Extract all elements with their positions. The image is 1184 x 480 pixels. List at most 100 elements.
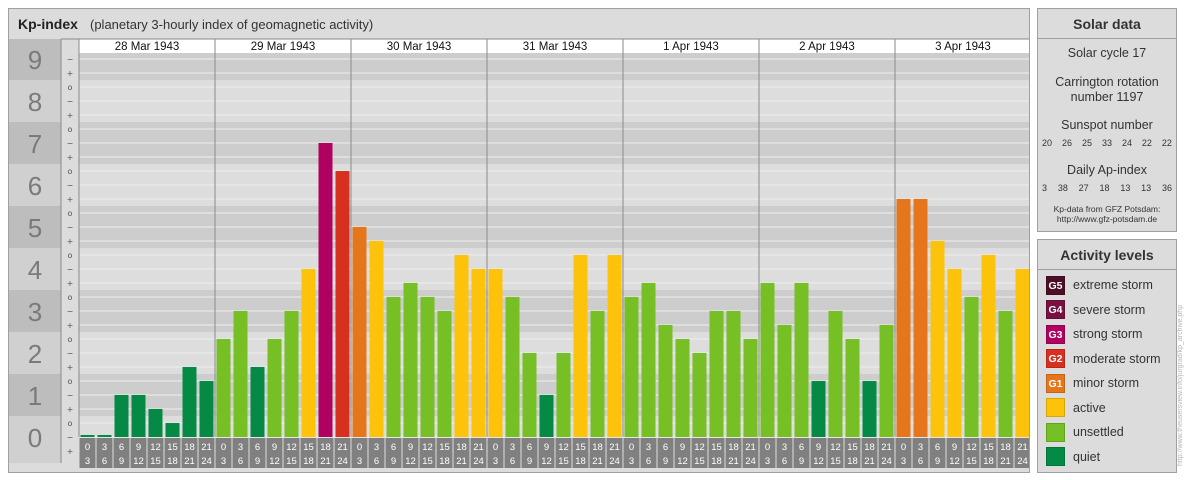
hour-interval: [249, 438, 266, 468]
y-minor-tick-label: +: [67, 153, 74, 162]
daily-ap-value: 13: [1120, 183, 1131, 193]
hour-interval-end: 21: [592, 456, 603, 467]
kp-bar: [641, 282, 656, 437]
legend-item: G2 moderate storm: [1046, 349, 1161, 369]
legend-label: strong storm: [1073, 327, 1143, 341]
hour-interval: [759, 438, 776, 468]
hour-interval-end: 24: [609, 456, 620, 467]
kp-bar: [131, 395, 146, 437]
kp-bar: [318, 143, 333, 437]
carrington-rotation-label: Carrington rotation: [1055, 75, 1159, 89]
hour-interval-start: 21: [473, 442, 484, 453]
kp-bar: [998, 311, 1013, 437]
y-minor-tick-label: +: [67, 447, 74, 456]
hour-interval-end: 21: [320, 456, 331, 467]
activity-levels-panel: Activity levels G5 extreme storm G4 severe …: [1037, 239, 1177, 473]
hour-interval-end: 6: [510, 456, 515, 467]
legend-swatch: G2: [1046, 349, 1065, 368]
hour-interval-start: 3: [918, 442, 923, 453]
hour-interval: [555, 438, 572, 468]
hour-interval-start: 15: [575, 442, 586, 453]
daily-ap-values: 3 38 27 18 13 13 36: [1038, 183, 1176, 193]
hour-interval-start: 9: [544, 442, 549, 453]
hour-interval: [351, 438, 368, 468]
hour-interval-end: 12: [813, 456, 824, 467]
legend-item: unsettled: [1046, 422, 1124, 442]
y-minor-tick-label: −: [67, 391, 74, 400]
kp-bar: [301, 269, 316, 437]
kp-bar: [182, 366, 197, 437]
day-label: 3 Apr 1943: [935, 41, 991, 53]
y-minor-tick-label: o: [68, 167, 73, 176]
carrington-rotation-number: number 1197: [1070, 90, 1144, 104]
y-minor-tick-label: o: [68, 335, 73, 344]
hour-interval: [963, 438, 980, 468]
hour-interval: [895, 438, 912, 468]
hour-interval-end: 24: [1017, 456, 1028, 467]
hour-interval: [725, 438, 742, 468]
hour-interval: [1014, 438, 1029, 468]
hour-interval-end: 12: [677, 456, 688, 467]
y-minor-tick-label: +: [67, 405, 74, 414]
y-minor-tick-label: −: [67, 55, 74, 64]
hour-interval: [198, 438, 215, 468]
legend-item: quiet: [1046, 447, 1100, 467]
hour-interval-start: 6: [935, 442, 940, 453]
legend-swatch: G3: [1046, 324, 1065, 344]
kp-bar: [471, 269, 486, 437]
y-minor-tick-label: o: [68, 83, 73, 92]
hour-interval-start: 9: [816, 442, 821, 453]
y-minor-tick-label: −: [67, 433, 74, 442]
hour-interval-start: 18: [728, 442, 739, 453]
hour-interval-end: 18: [575, 456, 586, 467]
hour-interval: [912, 438, 929, 468]
hour-interval-start: 6: [391, 442, 396, 453]
kp-bar: [250, 366, 265, 437]
kp-bar: [386, 297, 401, 437]
hour-interval-end: 21: [864, 456, 875, 467]
hour-interval-start: 3: [102, 442, 107, 453]
hour-interval-start: 15: [983, 442, 994, 453]
hour-interval-end: 12: [133, 456, 144, 467]
hour-interval: [436, 438, 453, 468]
hour-interval-start: 0: [221, 442, 226, 453]
kp-bar: [794, 282, 809, 437]
hour-interval-end: 15: [422, 456, 433, 467]
hour-interval: [317, 438, 334, 468]
hour-interval-start: 3: [374, 442, 379, 453]
kp-bar: [675, 339, 690, 437]
solar-cycle: Solar cycle 17: [1067, 46, 1147, 60]
kp-bar: [369, 240, 384, 437]
hour-interval-end: 15: [558, 456, 569, 467]
hour-interval: [215, 438, 232, 468]
hour-interval: [674, 438, 691, 468]
data-source-label: Kp-data from GFZ Potsdam:: [1053, 204, 1161, 214]
hour-interval: [538, 438, 555, 468]
hour-interval: [742, 438, 759, 468]
hour-interval: [504, 438, 521, 468]
kp-bar: [1015, 269, 1029, 437]
y-minor-tick-label: −: [67, 307, 74, 316]
hour-interval-end: 15: [694, 456, 705, 467]
y-tick-label: 5: [28, 213, 42, 243]
hour-interval-start: 18: [864, 442, 875, 453]
hour-interval-end: 12: [405, 456, 416, 467]
day-label: 28 Mar 1943: [115, 41, 180, 53]
y-minor-tick-label: −: [67, 181, 74, 190]
y-minor-tick-label: o: [68, 377, 73, 386]
daily-ap-value: 3: [1042, 183, 1048, 193]
hour-interval-end: 12: [949, 456, 960, 467]
legend-item: G1 minor storm: [1046, 373, 1139, 393]
y-minor-tick-label: −: [67, 97, 74, 106]
y-minor-tick-label: −: [67, 349, 74, 358]
hour-interval-start: 0: [765, 442, 770, 453]
y-minor-tick-label: +: [67, 195, 74, 204]
hour-interval-start: 6: [119, 442, 124, 453]
legend-item: G3 strong storm: [1046, 324, 1142, 344]
hour-interval-end: 3: [85, 456, 90, 467]
hour-interval-start: 12: [694, 442, 705, 453]
y-tick-label: 1: [28, 381, 42, 411]
y-minor-tick-label: o: [68, 251, 73, 260]
hour-interval: [79, 438, 96, 468]
y-minor-tick-label: +: [67, 279, 74, 288]
